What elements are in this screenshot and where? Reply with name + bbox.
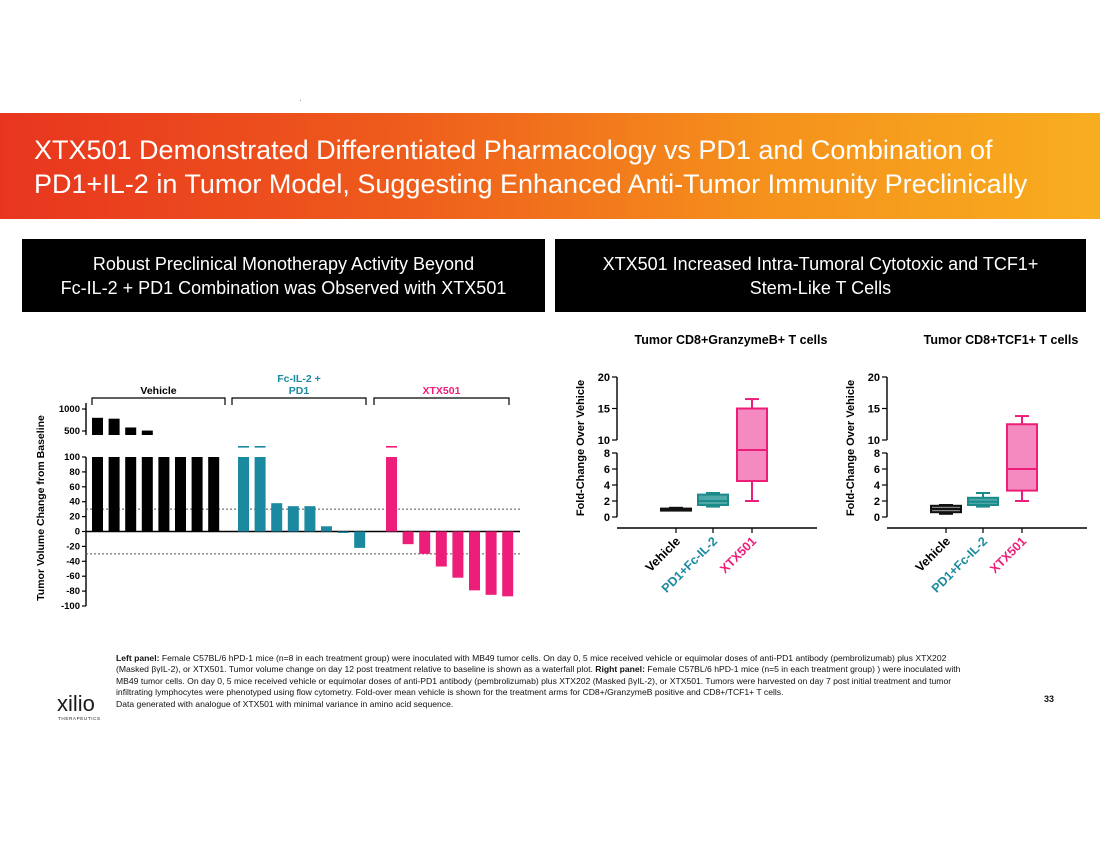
box2-title: Tumor CD8+TCF1+ T cells — [924, 333, 1079, 347]
waterfall-bar-0-7 — [208, 457, 220, 532]
waterfall-ytick-label-lower-0: 100 — [64, 452, 80, 463]
waterfall-bar-1-7 — [354, 531, 366, 548]
box2-ytick-label-upper-0: 20 — [868, 372, 880, 384]
waterfall-ytick-label-lower-9: -80 — [66, 586, 80, 597]
waterfall-bar-cap-2-0 — [386, 446, 397, 448]
waterfall-group-bracket-2 — [373, 397, 510, 405]
box1-xtick-label-2: XTX501 — [717, 534, 759, 576]
title-banner: XTX501 Demonstrated Differentiated Pharm… — [0, 113, 1100, 219]
waterfall-bar-1-3 — [287, 506, 299, 532]
waterfall-bar-0-4 — [158, 457, 170, 532]
waterfall-group-bracket-0 — [91, 397, 226, 405]
stray-dot — [300, 100, 301, 101]
box1-box-1 — [697, 493, 729, 507]
footnote-left-label: Left panel: — [116, 653, 160, 663]
waterfall-bar-upper-0-2 — [125, 427, 137, 435]
box1-ytick-label-lower-1: 6 — [604, 464, 610, 476]
box1-ytick-label-lower-0: 8 — [604, 448, 610, 460]
waterfall-bar-1-6 — [337, 531, 349, 533]
page-number: 33 — [1044, 694, 1055, 704]
waterfall-bar-0-6 — [191, 457, 203, 532]
waterfall-ytick-label-lower-6: -20 — [66, 541, 80, 552]
box1-y-label: Fold-Change Over Vehicle — [575, 380, 587, 516]
waterfall-ytick-label-lower-3: 40 — [69, 497, 80, 508]
waterfall-ytick-label-lower-4: 20 — [69, 512, 80, 523]
waterfall-bar-0-3 — [141, 457, 153, 532]
logo-wordmark: xilio — [57, 691, 95, 716]
waterfall-bar-2-3 — [435, 531, 447, 567]
box1-ytick-label-lower-4: 0 — [604, 512, 610, 524]
box2-ytick-label-lower-4: 0 — [874, 512, 880, 524]
waterfall-ytick-label-lower-1: 80 — [69, 467, 80, 478]
box1-ytick-label-upper-1: 15 — [598, 404, 610, 416]
box1-ytick-label-upper-2: 10 — [598, 435, 610, 447]
box2-ytick-label-lower-3: 2 — [874, 496, 880, 508]
waterfall-ytick-label-lower-7: -40 — [66, 556, 80, 567]
box2-box-2 — [1006, 423, 1038, 492]
slide-title: XTX501 Demonstrated Differentiated Pharm… — [34, 135, 1028, 199]
right-panel-header: XTX501 Increased Intra-Tumoral Cytotoxic… — [555, 239, 1086, 312]
waterfall-y-label: Tumor Volume Change from Baseline — [35, 415, 47, 601]
waterfall-ytick-label-lower-8: -60 — [66, 571, 80, 582]
waterfall-bar-upper-0-1 — [108, 418, 120, 435]
box1-box-2 — [736, 407, 768, 482]
waterfall-bar-2-1 — [402, 531, 414, 545]
waterfall-bar-0-0 — [92, 457, 103, 532]
waterfall-ytick-label-lower-5: 0 — [75, 527, 80, 538]
footnote-right-text: Female C57BL/6 hPD-1 mice (n=5 in each t… — [116, 664, 961, 698]
waterfall-bar-0-5 — [175, 457, 186, 532]
waterfall-bar-0-1 — [108, 457, 120, 532]
waterfall-bar-1-5 — [321, 526, 332, 532]
box2-y-label: Fold-Change Over Vehicle — [845, 380, 857, 516]
waterfall-bar-1-4 — [304, 506, 316, 532]
logo-subtitle: THERAPEUTICS — [58, 716, 101, 721]
waterfall-bar-2-5 — [469, 531, 480, 591]
waterfall-bar-2-6 — [485, 531, 497, 595]
footnote-left-text: Female C57BL/6 hPD-1 mice (n=8 in each t… — [116, 653, 947, 675]
waterfall-ytick-label-upper-0: 1000 — [59, 404, 80, 415]
footnote-right-label: Right panel: — [595, 664, 645, 675]
waterfall-ytick-label-lower-2: 60 — [69, 482, 80, 493]
waterfall-ytick-label-lower-10: -100 — [61, 601, 80, 612]
box2-ytick-label-lower-2: 4 — [874, 480, 881, 492]
box1-ytick-label-lower-2: 4 — [604, 480, 611, 492]
xilio-logo: xilio THERAPEUTICS — [57, 693, 105, 727]
waterfall-group-label-2-0: XTX501 — [423, 385, 461, 397]
box2-ytick-label-upper-2: 10 — [868, 435, 880, 447]
waterfall-bar-2-7 — [502, 531, 514, 597]
waterfall-bar-upper-0-0 — [92, 417, 103, 435]
box1-title: Tumor CD8+GranzymeB+ T cells — [635, 333, 828, 347]
waterfall-ytick-label-upper-1: 500 — [64, 426, 80, 437]
waterfall-bar-2-2 — [419, 531, 431, 554]
box2-ytick-label-lower-0: 8 — [874, 448, 880, 460]
waterfall-group-label-1-1: PD1 — [289, 385, 310, 397]
waterfall-bar-cap-1-0 — [238, 446, 249, 448]
box1-ytick-label-upper-0: 20 — [598, 372, 610, 384]
waterfall-bar-2-0 — [386, 457, 397, 532]
waterfall-bar-1-1 — [254, 457, 266, 532]
box2-xtick-label-2: XTX501 — [987, 534, 1029, 576]
waterfall-bar-2-4 — [452, 531, 464, 578]
waterfall-group-label-1-0: Fc-IL-2 + — [277, 373, 320, 385]
waterfall-bar-0-2 — [125, 457, 137, 532]
footnote-data-note: Data generated with analogue of XTX501 w… — [116, 698, 454, 709]
left-panel-header: Robust Preclinical Monotherapy Activity … — [22, 239, 545, 312]
box1-ytick-label-lower-3: 2 — [604, 496, 610, 508]
waterfall-bar-1-0 — [238, 457, 249, 532]
box2-ytick-label-upper-1: 15 — [868, 404, 880, 416]
waterfall-bar-cap-1-1 — [254, 446, 266, 448]
waterfall-group-bracket-1 — [231, 397, 367, 405]
waterfall-bar-upper-0-3 — [141, 430, 153, 435]
waterfall-group-label-0-0: Vehicle — [140, 385, 176, 397]
footnote: Left panel: Female C57BL/6 hPD-1 mice (n… — [116, 653, 966, 710]
box2-ytick-label-lower-1: 6 — [874, 464, 880, 476]
waterfall-bar-1-2 — [271, 503, 283, 532]
